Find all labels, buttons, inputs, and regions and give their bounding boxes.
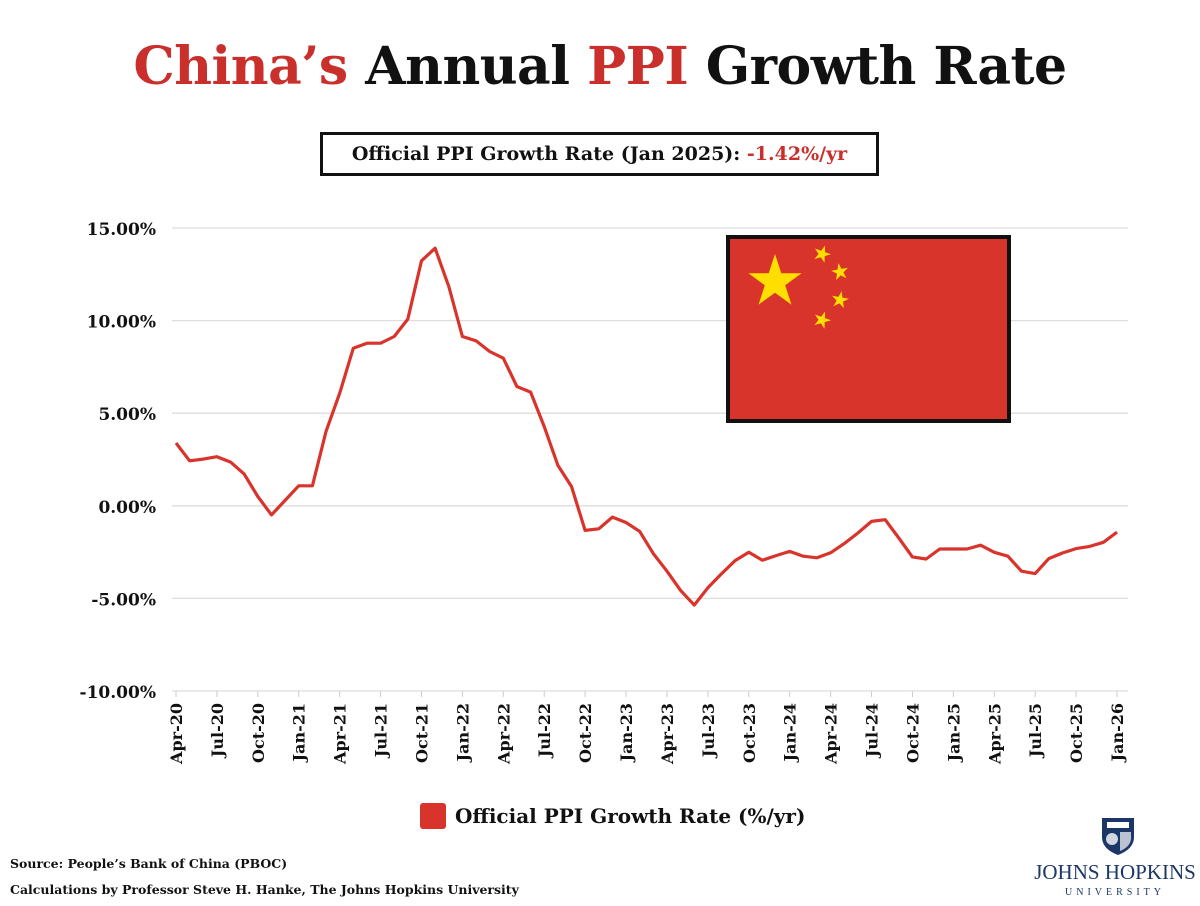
- x-tick-label: Oct-21: [412, 703, 431, 763]
- flag-large-star-icon: [748, 254, 802, 305]
- callout-value: -1.42%/yr: [746, 143, 848, 165]
- x-tick-label: Jan-23: [617, 703, 636, 763]
- logo-text-johns-hopkins: JOHNS HOPKINS: [1034, 860, 1196, 884]
- x-tick-label: Jul-21: [372, 703, 391, 759]
- x-tick-label: Jan-26: [1108, 703, 1127, 763]
- china-flag-icon: [726, 235, 1011, 423]
- x-tick-label: Jul-20: [208, 703, 227, 759]
- y-tick-label: -10.00%: [80, 683, 156, 703]
- x-tick-label: Apr-23: [658, 703, 677, 765]
- y-tick-label: 15.00%: [87, 220, 156, 240]
- x-tick-label: Oct-20: [249, 703, 268, 763]
- title-ppi: PPI: [587, 36, 689, 97]
- x-tick-label: Jul-24: [863, 703, 882, 759]
- y-tick-label: -5.00%: [91, 590, 156, 610]
- x-tick-label: Jul-23: [699, 703, 718, 759]
- x-tick-label: Apr-20: [167, 703, 186, 765]
- y-tick-label: 5.00%: [98, 405, 156, 425]
- x-tick-label: Jan-25: [944, 703, 963, 763]
- callout-label: Official PPI Growth Rate (Jan 2025):: [351, 143, 747, 165]
- series-line-ppi: [174, 246, 1118, 607]
- title-growth-rate: Growth Rate: [688, 36, 1067, 97]
- flag-small-star-icon: [831, 263, 848, 281]
- source-note: Source: People’s Bank of China (PBOC): [10, 856, 288, 871]
- x-tick-label: Oct-22: [576, 703, 595, 763]
- y-tick-label: 0.00%: [98, 498, 156, 518]
- x-tick-label: Oct-23: [740, 703, 759, 763]
- y-axis-labels: 15.00% 10.00% 5.00% 0.00% -5.00% -10.00%: [80, 220, 156, 703]
- x-tick-label: Apr-21: [331, 703, 350, 765]
- x-tick-label: Jan-22: [453, 703, 472, 763]
- chart-title: China’s Annual PPI Growth Rate: [0, 36, 1200, 97]
- johns-hopkins-logo: JOHNS HOPKINS UNIVERSITY: [1034, 818, 1196, 898]
- flag-small-star-icon: [814, 311, 831, 329]
- latest-value-callout: Official PPI Growth Rate (Jan 2025): -1.…: [320, 132, 879, 176]
- calculation-note: Calculations by Professor Steve H. Hanke…: [10, 882, 519, 897]
- x-axis-labels: Apr-20 Jul-20 Oct-20 Jan-21 Apr-21 Jul-21 Oct-…: [167, 691, 1127, 765]
- x-tick-label: Jan-24: [781, 703, 800, 763]
- x-tick-label: Apr-22: [494, 703, 513, 765]
- x-tick-label: Oct-24: [903, 703, 922, 763]
- x-tick-label: Apr-25: [985, 703, 1004, 765]
- title-china: China’s: [133, 36, 348, 97]
- legend: Official PPI Growth Rate (%/yr): [420, 803, 805, 829]
- x-tick-label: Oct-25: [1067, 703, 1086, 763]
- x-tick-label: Apr-24: [822, 703, 841, 765]
- flag-field: [726, 235, 1011, 423]
- legend-label: Official PPI Growth Rate (%/yr): [455, 804, 806, 828]
- y-tick-label: 10.00%: [87, 313, 156, 333]
- x-tick-label: Jul-22: [535, 703, 554, 759]
- x-tick-label: Jul-25: [1026, 703, 1045, 759]
- title-annual: Annual: [347, 36, 588, 97]
- x-tick-label: Jan-21: [290, 703, 309, 763]
- flag-small-star-icon: [814, 245, 831, 263]
- logo-text-university: UNIVERSITY: [1065, 887, 1165, 898]
- flag-small-star-icon: [832, 291, 849, 309]
- legend-swatch: [420, 803, 446, 829]
